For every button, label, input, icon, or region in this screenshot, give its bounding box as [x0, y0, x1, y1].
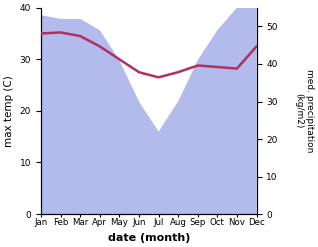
- Y-axis label: med. precipitation
(kg/m2): med. precipitation (kg/m2): [294, 69, 314, 153]
- X-axis label: date (month): date (month): [107, 233, 190, 243]
- Y-axis label: max temp (C): max temp (C): [4, 75, 14, 147]
